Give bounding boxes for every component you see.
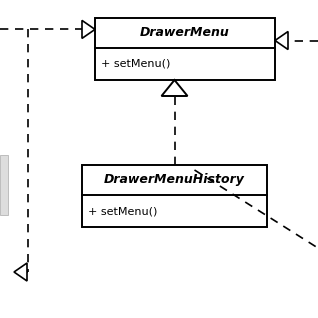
- Bar: [95, 18, 275, 80]
- Bar: [82, 165, 267, 227]
- Text: DrawerMenuHistory: DrawerMenuHistory: [104, 174, 245, 186]
- Text: + setMenu(): + setMenu(): [88, 206, 157, 216]
- Bar: [0, 155, 8, 215]
- Text: + setMenu(): + setMenu(): [101, 59, 170, 69]
- Text: DrawerMenu: DrawerMenu: [140, 26, 230, 39]
